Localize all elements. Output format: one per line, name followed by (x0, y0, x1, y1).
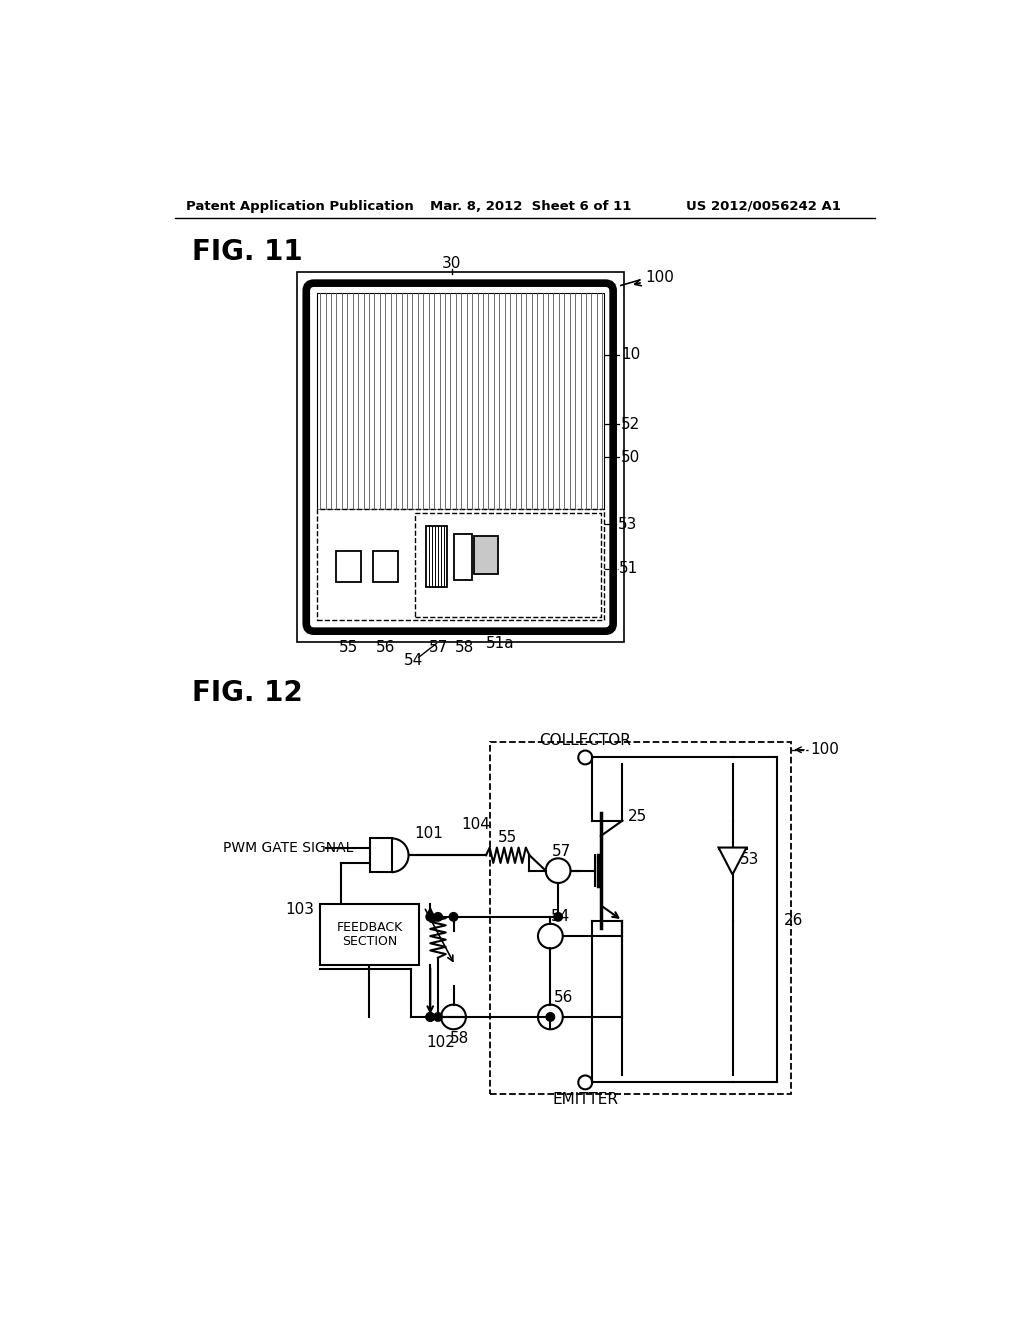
Text: SECTION: SECTION (342, 935, 397, 948)
Text: FIG. 12: FIG. 12 (191, 678, 302, 706)
Text: 58: 58 (450, 1031, 469, 1045)
Text: 100: 100 (635, 271, 675, 285)
Text: 101: 101 (415, 826, 443, 841)
Bar (415, 512, 601, 616)
Text: PWM GATE SIGNAL: PWM GATE SIGNAL (223, 841, 353, 854)
Text: FEEDBACK: FEEDBACK (336, 921, 402, 935)
Bar (321, 904, 419, 965)
Bar (337, 552, 361, 582)
Text: 54: 54 (403, 653, 423, 668)
Text: 55: 55 (339, 640, 358, 655)
Circle shape (426, 1012, 434, 1022)
Circle shape (426, 1012, 434, 1022)
Circle shape (554, 912, 562, 921)
Text: FIG. 11: FIG. 11 (191, 239, 302, 267)
Text: 58: 58 (455, 640, 474, 655)
Text: 25: 25 (628, 809, 647, 824)
Text: Patent Application Publication: Patent Application Publication (186, 199, 414, 213)
Text: 56: 56 (376, 640, 395, 655)
Text: 104: 104 (461, 817, 490, 832)
Circle shape (450, 912, 458, 921)
FancyBboxPatch shape (306, 284, 613, 631)
Text: 53: 53 (617, 516, 637, 532)
Polygon shape (719, 847, 746, 875)
Text: 30: 30 (442, 256, 462, 272)
Circle shape (434, 1012, 442, 1022)
Bar (297, 272, 624, 642)
Text: 51: 51 (620, 561, 639, 577)
Text: US 2012/0056242 A1: US 2012/0056242 A1 (686, 199, 841, 213)
Text: 57: 57 (428, 640, 447, 655)
Text: 50: 50 (621, 450, 640, 465)
Circle shape (426, 912, 434, 921)
Text: 100: 100 (810, 742, 839, 758)
Bar (426, 527, 446, 586)
Text: 102: 102 (426, 1035, 456, 1049)
Text: 52: 52 (621, 417, 640, 432)
Text: 53: 53 (740, 851, 760, 867)
Text: 55: 55 (498, 830, 517, 845)
Bar (454, 535, 472, 581)
Text: Vs: Vs (394, 929, 411, 942)
Text: 57: 57 (552, 843, 571, 859)
Bar (489, 742, 791, 1094)
Text: 10: 10 (621, 347, 640, 362)
Circle shape (434, 912, 442, 921)
Text: 56: 56 (554, 990, 573, 1006)
Text: COLLECTOR: COLLECTOR (540, 733, 631, 748)
Text: 103: 103 (285, 902, 314, 916)
Bar (317, 508, 604, 620)
Text: EMITTER: EMITTER (552, 1092, 618, 1107)
Text: 51a: 51a (486, 636, 515, 651)
Circle shape (546, 1012, 555, 1022)
Bar (474, 536, 498, 574)
Bar (370, 838, 391, 873)
Bar (317, 293, 604, 508)
Text: 54: 54 (550, 909, 569, 924)
Bar (373, 552, 397, 582)
Text: 26: 26 (783, 913, 803, 928)
Text: Mar. 8, 2012  Sheet 6 of 11: Mar. 8, 2012 Sheet 6 of 11 (430, 199, 632, 213)
